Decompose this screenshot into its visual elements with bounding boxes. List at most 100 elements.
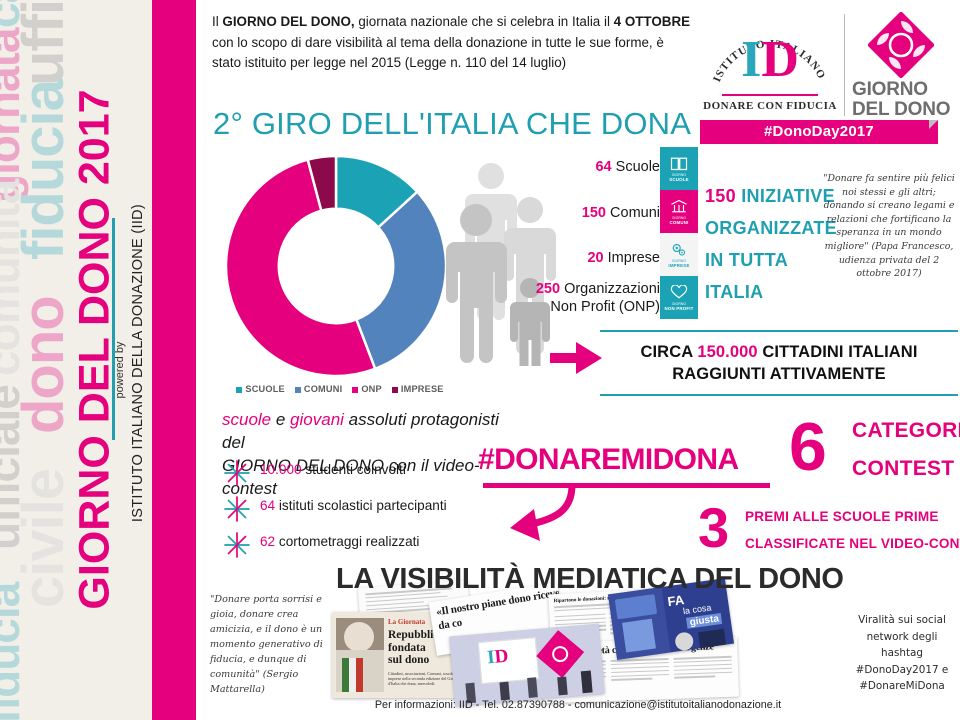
scuole-line-2: GIORNO DEL DONO con il video-contest	[222, 456, 480, 498]
legend-swatch	[352, 386, 359, 393]
donut-segment-comuni	[354, 190, 448, 371]
star-bullet-icon	[224, 496, 250, 522]
sidebar-magenta-stripe	[152, 0, 196, 720]
legend-label: ONP	[361, 384, 382, 394]
gdd-line1: GIORNO	[852, 79, 928, 100]
visibilita-heading: LA VISIBILITÀ MEDIATICA DEL DONO	[336, 563, 844, 595]
badge-scuole-bottom: SCUOLE	[669, 176, 689, 182]
intro-mid1: giornata nazionale che si celebra in Ita…	[354, 14, 614, 29]
iniziative-block: 150 INIZIATIVE ORGANIZZATE IN TUTTA ITAL…	[705, 180, 837, 308]
scuole-bullet-list: 10.000 studenti coinvolti 64 istituti sc…	[224, 458, 524, 566]
legend-swatch	[236, 386, 243, 393]
people-silhouettes-icon	[446, 163, 556, 366]
list-item: 10.000 studenti coinvolti	[224, 458, 524, 494]
stat-scuole-label: Scuole	[615, 159, 660, 175]
mattarella-quote: "Donare porta sorrisi e gioia, donare cr…	[210, 594, 323, 695]
gdd-line2: DEL DONO	[852, 98, 951, 120]
viralita-text: Viralità sui social network degli hashta…	[855, 614, 949, 692]
legend-swatch	[294, 386, 301, 393]
circa-number: 150.000	[697, 343, 758, 361]
iniziative-line1: 150 INIZIATIVE	[705, 180, 835, 212]
scuole-highlight-1: scuole	[222, 410, 272, 429]
scuole-giovani-text: scuole e giovani assoluti protagonisti d…	[222, 408, 522, 500]
stat-imprese-label: Imprese	[607, 250, 660, 266]
intro-bold-giorno: GIORNO DEL DONO,	[222, 14, 355, 29]
building-icon	[671, 199, 687, 212]
legend-item-imprese: IMPRESE	[391, 384, 444, 394]
iid-letter-d: D	[761, 31, 799, 88]
badge-imprese-bottom: IMPRESE	[668, 262, 690, 268]
iniziative-number: 150	[705, 186, 736, 206]
badge-non-profit: GIORNO NON PROFIT	[660, 276, 698, 319]
clip1-headline-3: sul dono	[388, 654, 430, 666]
iid-logo: ISTITUTO ITALIANO DONAZIONE ID DONARE CO…	[700, 8, 840, 118]
stat-scuole-number: 64	[595, 159, 612, 175]
clip1-body: Cittadini, associazioni, Comuni, scuole …	[388, 670, 457, 687]
badge-scuole: GIORNO SCUOLE	[660, 147, 698, 190]
media-photo-stage: ID	[449, 623, 605, 707]
badge-comuni-bottom: COMUNI	[669, 219, 689, 225]
circa-line2: RAGGIUNTI ATTIVAMENTE	[672, 365, 886, 383]
donaremidona-underline	[483, 483, 770, 488]
watermark-word: fiducia	[0, 582, 29, 720]
bullet-label: cortometraggi realizzati	[275, 534, 420, 549]
bullet-label: studenti coinvolti	[301, 462, 406, 477]
premi-number: 3	[698, 496, 730, 559]
categorie-label: CATEGORIE	[852, 419, 960, 442]
contest-label: CONTEST	[852, 457, 955, 480]
legend-item-scuole: SCUOLE	[236, 384, 285, 394]
scuole-highlight-2: giovani	[290, 410, 344, 429]
donaremidona-hashtag: #DONAREMIDONA	[478, 443, 739, 476]
iid-letters: ID	[700, 34, 840, 86]
left-sidebar: donocaritàufficialecivilegiornatafiducia…	[0, 0, 196, 720]
arrow-right-icon	[550, 342, 602, 374]
list-item: 64 istituti scolastici partecipanti	[224, 494, 524, 530]
organization-name: ISTITUTO ITALIANO DELLA DONAZIONE (IID)	[130, 203, 146, 523]
stat-imprese: 20 Imprese	[480, 249, 660, 267]
legend-label: IMPRESE	[400, 384, 444, 394]
stat-comuni-number: 150	[581, 205, 606, 221]
bullet-text: 10.000 studenti coinvolti	[260, 462, 406, 477]
hashtag-banner: #DonoDay2017	[700, 120, 938, 144]
scuole-mid-2: assoluti protagonisti del	[222, 410, 499, 452]
chart-legend: SCUOLE COMUNI ONP IMPRESE	[222, 384, 458, 394]
donut-chart-svg	[224, 154, 448, 378]
circa-line1: CIRCA 150.000 CITTADINI ITALIANI	[600, 341, 958, 363]
clip1-headline-1: Repubblica	[388, 629, 445, 641]
gdd-wordmark: GIORNO DEL DONO	[852, 80, 952, 119]
scuole-mid-1: e	[271, 410, 291, 429]
legend-item-comuni: COMUNI	[294, 384, 342, 394]
badge-comuni: GIORNO COMUNI	[660, 190, 698, 233]
stat-comuni: 150 Comuni	[480, 204, 660, 222]
list-item: 62 cortometraggi realizzati	[224, 530, 524, 566]
curved-arrow-icon	[510, 484, 576, 541]
hashtag-banner-text: #DonoDay2017	[764, 123, 874, 140]
circa-word1: CIRCA	[640, 343, 698, 361]
bullet-number: 64	[260, 498, 276, 513]
stat-onp-label: Organizzazioni	[564, 281, 660, 297]
stat-scuole: 64 Scuole	[480, 158, 660, 176]
papa-francesco-quote: "Donare fa sentire più felici noi stessi…	[823, 173, 955, 280]
bullet-text: 64 istituti scolastici partecipanti	[260, 498, 447, 513]
circa-top-rule	[600, 330, 958, 332]
iid-ring-text-svg: ISTITUTO ITALIANO DONAZIONE	[700, 10, 828, 85]
stat-onp-number: 250	[535, 281, 561, 297]
circa-word2: CITTADINI ITALIANI	[757, 343, 918, 361]
star-bullet-icon	[224, 460, 250, 486]
premi-label-line1: PREMI ALLE SCUOLE PRIME	[745, 509, 939, 524]
iniziative-line3: IN TUTTA ITALIA	[705, 250, 788, 302]
iid-letter-i: I	[741, 31, 762, 88]
hashtag-fold-corner	[929, 120, 938, 129]
categorie-number: 6	[789, 409, 827, 485]
bullet-text: 62 cortometraggi realizzati	[260, 534, 419, 549]
footer-contact: Per informazioni: IID - Tel. 02.87390788…	[374, 699, 782, 711]
category-badges: GIORNO SCUOLE GIORNO COMUNI GIORNO IMPRE…	[660, 147, 698, 319]
iniziative-word: INIZIATIVE	[741, 186, 835, 206]
bullet-label: istituti scolastici partecipanti	[275, 498, 447, 513]
stat-onp: 250 Organizzazioni Non Profit (ONP)	[480, 280, 660, 316]
media-collage: La Giornata Repubblica fondata sul dono …	[332, 578, 852, 707]
bullet-number: 62	[260, 534, 276, 549]
donut-segment-onp	[224, 158, 377, 378]
clip1-kicker: La Giornata	[388, 618, 426, 626]
